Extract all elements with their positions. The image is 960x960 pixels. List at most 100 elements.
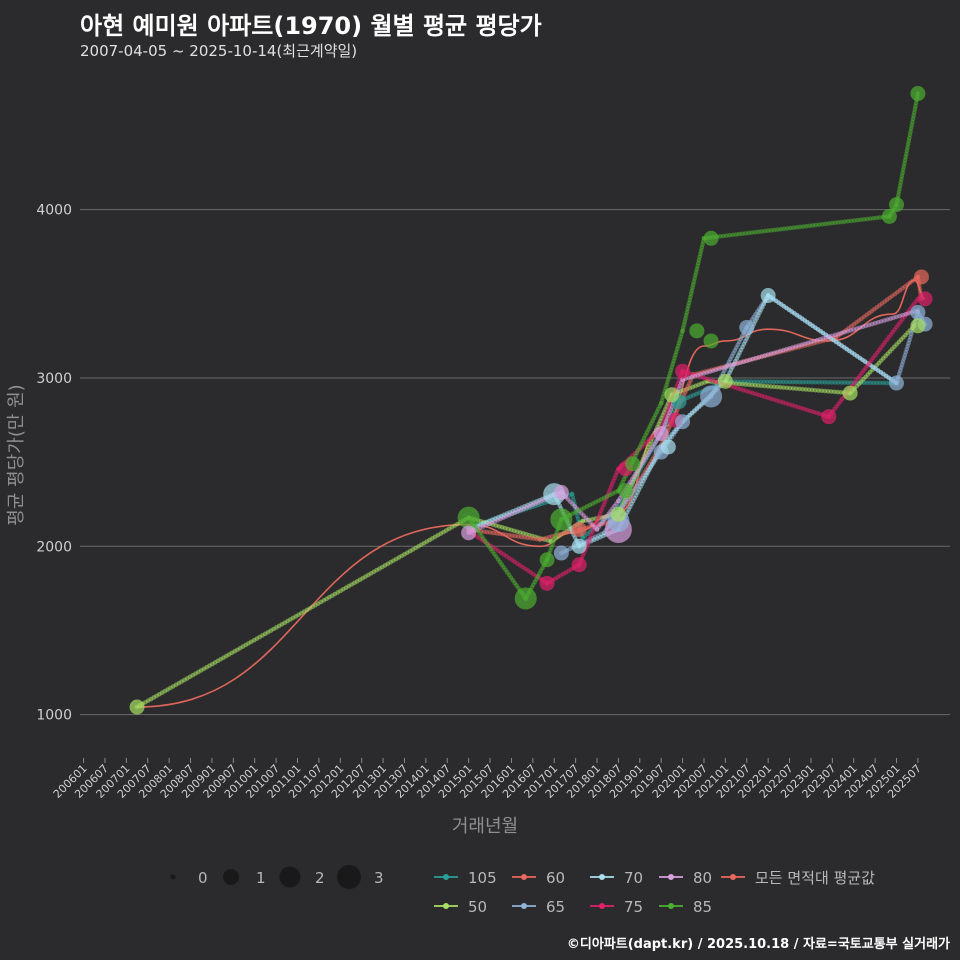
series-dot <box>774 379 780 385</box>
y-tick-label: 2000 <box>36 539 72 555</box>
data-point-60 <box>571 521 587 537</box>
legend-label: 60 <box>546 869 565 887</box>
data-point-85 <box>689 323 705 339</box>
legend-label: 85 <box>693 898 712 916</box>
series-dot <box>768 379 773 385</box>
series-dot <box>864 380 870 386</box>
series-dot <box>806 379 812 385</box>
legend-label: 80 <box>693 869 712 887</box>
series-dot <box>877 380 883 386</box>
legend-key-dot <box>443 874 449 880</box>
y-tick-label: 3000 <box>36 371 72 387</box>
data-point-85 <box>910 86 926 102</box>
legend-layer: 0 1 2 3 105 60 70 80 모든 면적대 평균값 50 65 75 85 <box>170 865 875 916</box>
series-dot <box>800 379 806 385</box>
size-legend-marker <box>223 869 239 885</box>
series-dot <box>845 380 851 385</box>
series-dot <box>832 380 838 385</box>
data-point-75 <box>821 409 837 425</box>
series-dot <box>868 380 873 386</box>
series-dot <box>764 379 770 385</box>
data-point-50 <box>610 506 626 522</box>
series-85 <box>466 91 921 601</box>
series-dot <box>771 379 777 385</box>
data-point-60 <box>913 269 929 285</box>
y-tick-label: 1000 <box>36 708 72 724</box>
data-point-85 <box>618 483 634 499</box>
series-dot <box>790 379 796 385</box>
footer-credit: ©디아파트(dapt.kr) / 2025.10.18 / 자료=국토교통부 실… <box>566 937 950 952</box>
series-dot <box>797 379 802 385</box>
marker-layer <box>129 86 933 715</box>
legend-label: 70 <box>624 869 643 887</box>
page-subtitle: 2007-04-05 ~ 2025-10-14(최근계약일) <box>80 42 358 60</box>
data-point-50 <box>842 385 858 401</box>
series-dot <box>755 379 760 384</box>
series-dot <box>813 379 818 385</box>
data-point-85 <box>539 552 555 568</box>
data-point-65 <box>739 319 755 335</box>
size-legend-marker <box>170 874 176 880</box>
data-point-85 <box>457 506 480 529</box>
series-layer <box>134 91 928 710</box>
series-dot <box>752 379 757 384</box>
data-point-65 <box>553 545 569 561</box>
series-dot <box>793 379 799 385</box>
legend-key-dot <box>668 874 674 880</box>
data-point-50 <box>129 699 145 715</box>
data-point-80 <box>461 525 477 541</box>
data-point-85 <box>881 208 897 224</box>
series-dot <box>803 379 809 385</box>
chart: 1000200030004000200601200607200701200707… <box>6 86 950 916</box>
legend-key-dot <box>599 903 605 909</box>
series-dot <box>758 379 764 384</box>
series-dot <box>777 379 783 385</box>
size-legend-label: 0 <box>198 869 208 887</box>
data-point-85 <box>625 456 641 472</box>
legend-key-dot <box>668 903 674 909</box>
series-dot <box>880 380 886 386</box>
data-point-85 <box>703 230 719 246</box>
size-legend-label: 2 <box>315 869 325 887</box>
data-point-85 <box>550 508 573 531</box>
legend-key-dot <box>599 874 605 880</box>
series-dot <box>835 380 841 385</box>
y-axis-title: 평균 평당가(만 원) <box>6 384 27 525</box>
data-point-80 <box>653 426 669 442</box>
legend-key-dot <box>730 874 736 880</box>
data-point-70 <box>660 439 676 455</box>
series-dot <box>829 380 835 385</box>
data-point-75 <box>539 575 555 591</box>
data-point-50 <box>664 387 680 403</box>
series-dot <box>816 379 822 385</box>
data-point-85 <box>514 587 537 610</box>
series-75 <box>466 296 921 586</box>
legend-label: 50 <box>468 898 487 916</box>
series-dot <box>871 380 876 386</box>
size-legend-label: 3 <box>374 869 384 887</box>
size-legend-label: 1 <box>256 869 266 887</box>
data-point-75 <box>675 363 691 379</box>
data-point-70 <box>760 287 776 303</box>
series-dot <box>839 380 844 385</box>
data-point-75 <box>917 291 933 307</box>
data-point-50 <box>910 318 926 334</box>
data-point-65 <box>889 375 905 391</box>
data-point-65 <box>675 414 691 430</box>
x-axis-title: 거래년월 <box>452 816 518 837</box>
y-tick-label: 4000 <box>36 203 72 219</box>
legend-key-dot <box>521 903 527 909</box>
series-dot <box>810 379 815 385</box>
data-point-85 <box>889 197 905 213</box>
series-dot <box>826 380 831 385</box>
data-point-85 <box>703 333 719 349</box>
series-dot <box>787 379 793 385</box>
legend-key-dot <box>521 874 527 880</box>
legend-label: 75 <box>624 898 643 916</box>
size-legend-marker <box>337 865 361 889</box>
legend-label: 모든 면적대 평균값 <box>755 869 875 887</box>
legend-label: 65 <box>546 898 565 916</box>
series-80 <box>466 308 921 536</box>
series-dot <box>822 380 828 385</box>
size-legend-marker <box>279 866 301 888</box>
